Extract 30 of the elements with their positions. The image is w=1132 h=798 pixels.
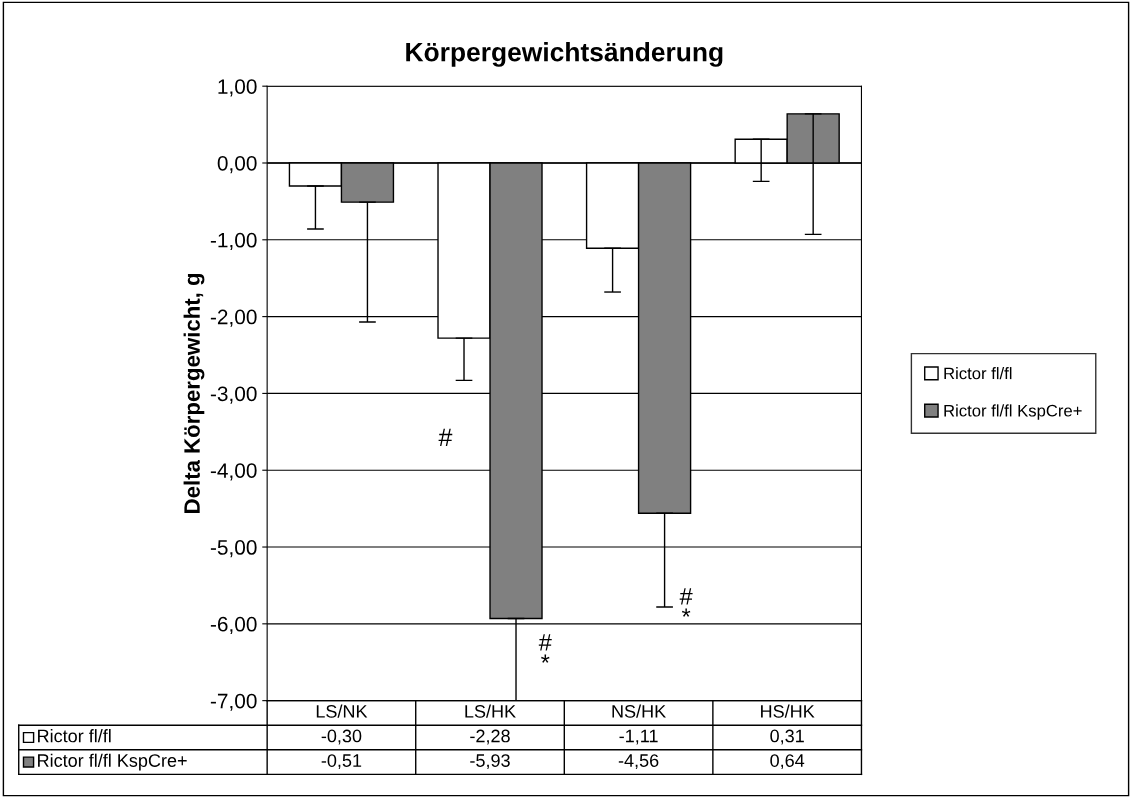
data-label: -2,28 bbox=[470, 729, 510, 745]
legend-label: Rictor fl/fl KspCre+ bbox=[944, 404, 1082, 420]
text: Rictor fl/fl KspCre+ bbox=[38, 753, 187, 771]
y-tick-label: -5,00 bbox=[210, 540, 257, 558]
data-label: -5,93 bbox=[470, 754, 510, 770]
y-tick-label: -4,00 bbox=[210, 463, 257, 481]
x-tick-label: LS/NK bbox=[316, 704, 368, 718]
data-label: -0,30 bbox=[321, 729, 362, 745]
y-tick-label: -6,00 bbox=[210, 616, 257, 635]
y-tick-label: 1,00 bbox=[218, 79, 257, 97]
data-label: 0,64 bbox=[770, 754, 805, 770]
y-tick-label: 0,00 bbox=[217, 155, 257, 174]
data-label: -1,11 bbox=[619, 729, 658, 745]
annotation: # * bbox=[679, 588, 693, 617]
y-tick-label: -1,00 bbox=[210, 232, 257, 251]
text: Rictor fl/fl bbox=[38, 729, 111, 743]
y-tick-label: -2,00 bbox=[210, 309, 257, 327]
data-label: -4,56 bbox=[618, 754, 659, 770]
annotation: # bbox=[438, 428, 453, 446]
legend-label: Rictor fl/fl bbox=[944, 367, 1012, 380]
y-axis-title: Delta Körpergewicht, g bbox=[183, 273, 205, 513]
chart-title: Körpergewichtsänderung bbox=[406, 42, 723, 67]
data-label: 0,31 bbox=[770, 729, 804, 745]
data-label: -0,51 bbox=[321, 754, 362, 770]
y-tick-label: -3,00 bbox=[210, 386, 257, 404]
y-tick-label: -7,00 bbox=[210, 693, 257, 711]
x-tick-label: HS/HK bbox=[761, 704, 815, 718]
x-tick-label: LS/HK bbox=[465, 704, 516, 718]
x-tick-label: NS/HK bbox=[612, 704, 666, 718]
annotation: # * bbox=[538, 634, 552, 663]
